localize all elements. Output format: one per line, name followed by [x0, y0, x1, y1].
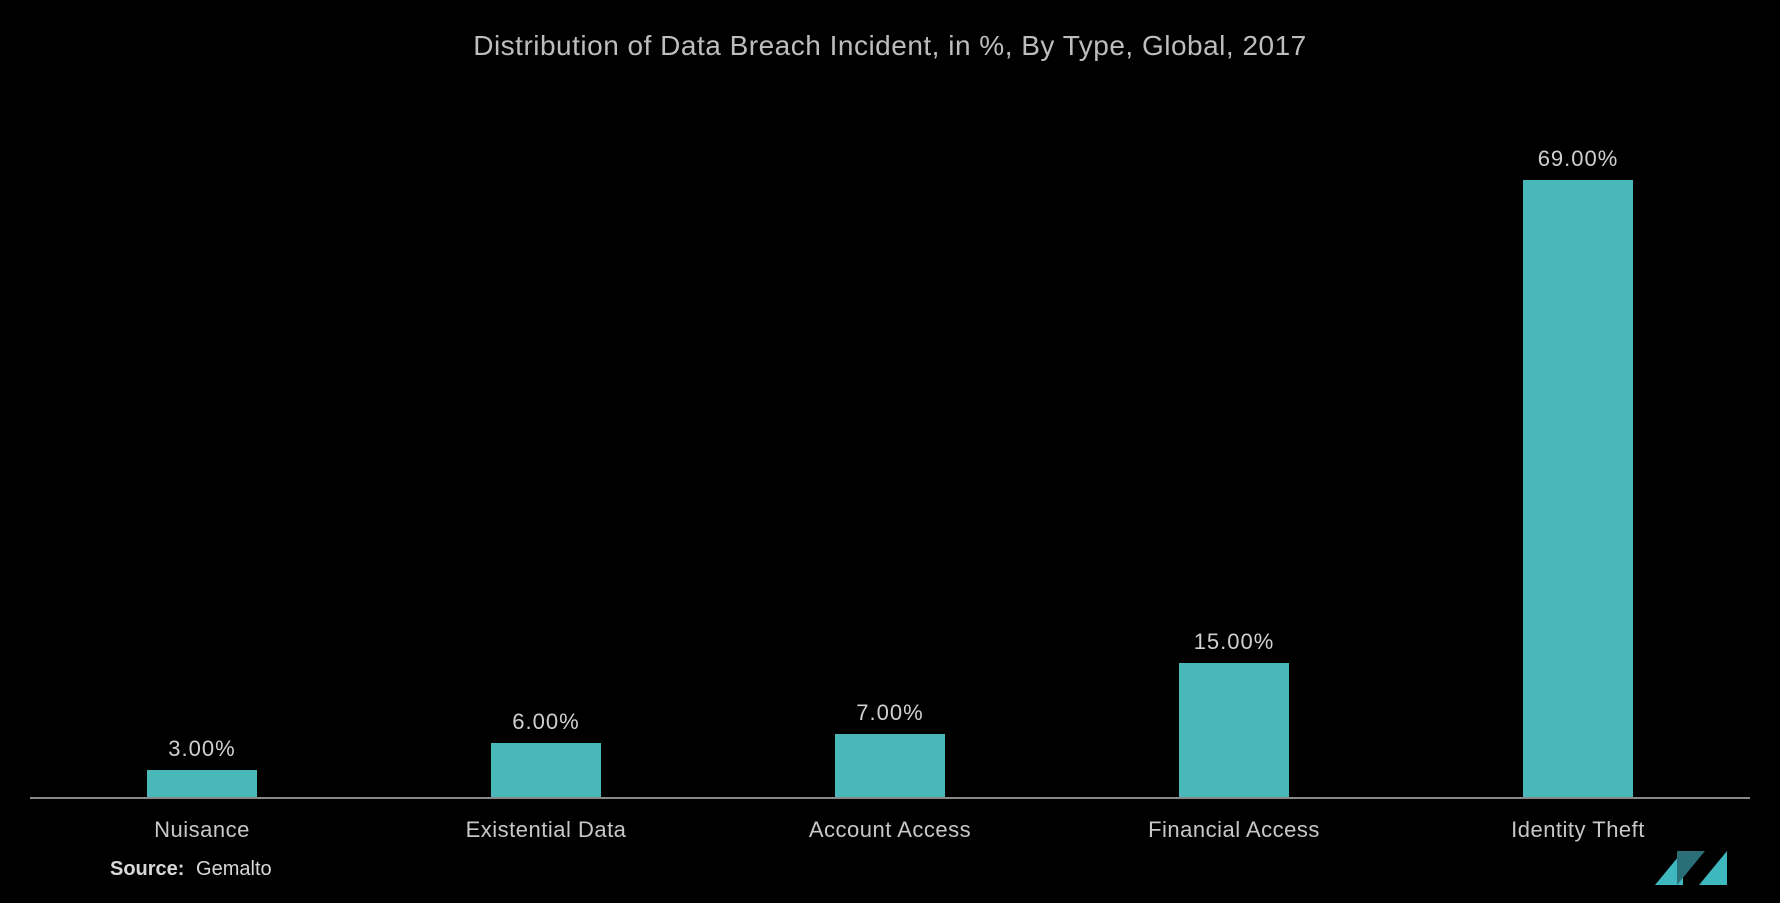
bar-value-label: 6.00% [512, 709, 579, 735]
category-label: Existential Data [374, 817, 718, 843]
category-label: Account Access [718, 817, 1062, 843]
category-label: Financial Access [1062, 817, 1406, 843]
bar-value-label: 7.00% [856, 700, 923, 726]
bar-slot: 69.00% [1406, 82, 1750, 797]
source-text: Gemalto [196, 858, 272, 880]
bar [491, 743, 601, 797]
plot-area: 3.00% 6.00% 7.00% 15.00% 69.00% [30, 82, 1750, 799]
chart-container: Distribution of Data Breach Incident, in… [30, 20, 1750, 843]
bar [835, 734, 945, 797]
bar-value-label: 15.00% [1194, 629, 1275, 655]
bars-row: 3.00% 6.00% 7.00% 15.00% 69.00% [30, 82, 1750, 797]
source-attribution: Source: Gemalto [110, 858, 272, 881]
bar-value-label: 69.00% [1538, 146, 1619, 172]
bar [1523, 180, 1633, 797]
bar [1179, 663, 1289, 797]
bar-slot: 15.00% [1062, 82, 1406, 797]
category-label: Nuisance [30, 817, 374, 843]
bar-value-label: 3.00% [168, 736, 235, 762]
logo-triangle [1699, 851, 1727, 885]
category-label: Identity Theft [1406, 817, 1750, 843]
brand-logo-icon [1655, 851, 1745, 885]
source-label: Source: [110, 858, 184, 880]
bar [147, 770, 257, 797]
bar-slot: 7.00% [718, 82, 1062, 797]
chart-title: Distribution of Data Breach Incident, in… [30, 30, 1750, 62]
bar-slot: 3.00% [30, 82, 374, 797]
category-labels-row: NuisanceExistential DataAccount AccessFi… [30, 817, 1750, 843]
bar-slot: 6.00% [374, 82, 718, 797]
